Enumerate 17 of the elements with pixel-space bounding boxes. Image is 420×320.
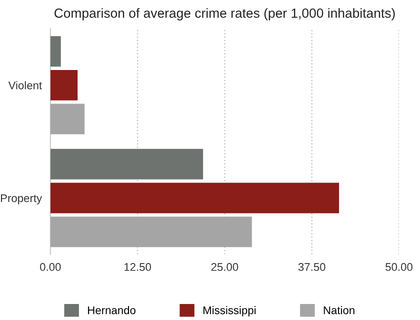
- bar: [50, 70, 78, 100]
- x-tick-label: 0.00: [40, 263, 61, 271]
- y-tick-label: Violent: [8, 81, 42, 90]
- x-tick-label: 50.00: [386, 263, 412, 271]
- bar: [50, 216, 252, 248]
- legend-label: Nation: [324, 306, 354, 314]
- chart-title: Comparison of average crime rates (per 1,000 inhabitants): [54, 8, 395, 20]
- x-tick-label: 25.00: [211, 263, 238, 271]
- y-tick-label: Property: [0, 194, 42, 204]
- legend-label: Hernando: [88, 306, 136, 314]
- bar: [50, 148, 204, 180]
- x-tick-label: 37.50: [298, 263, 326, 271]
- legend-label: Mississippi: [204, 306, 256, 316]
- x-tick-label: 12.50: [124, 263, 152, 271]
- bar: [50, 36, 61, 67]
- bar: [50, 182, 340, 214]
- bar: [50, 104, 85, 134]
